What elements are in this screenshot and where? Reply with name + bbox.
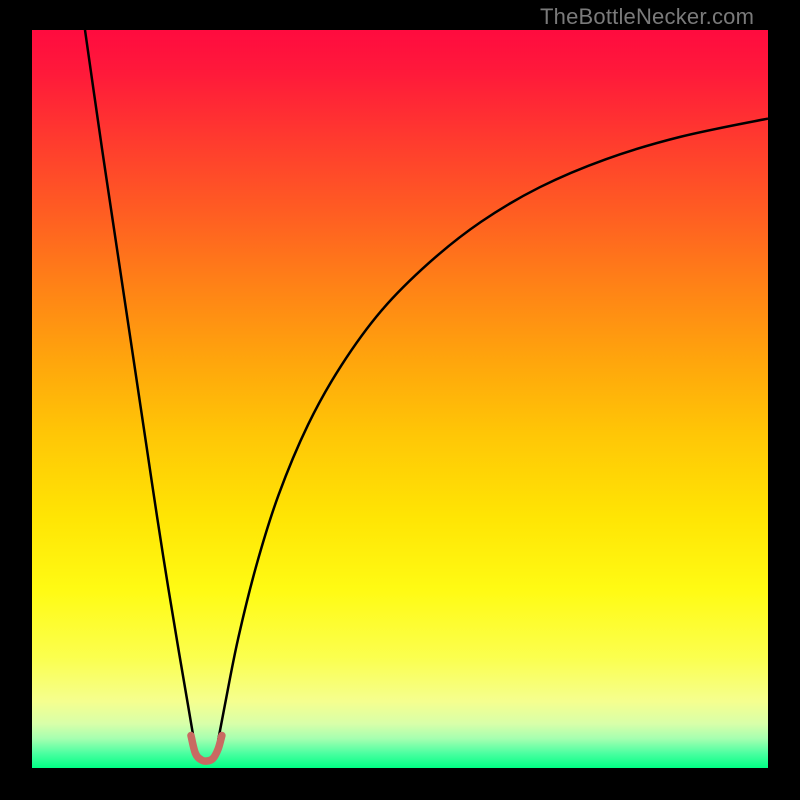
watermark-text: TheBottleNecker.com xyxy=(540,4,754,30)
curve-left-branch xyxy=(85,30,194,740)
plot-area xyxy=(32,30,768,768)
bottom-marker xyxy=(191,736,222,762)
chart-frame xyxy=(32,30,768,768)
curve-right-branch xyxy=(218,119,768,740)
bottleneck-curve xyxy=(32,30,768,768)
